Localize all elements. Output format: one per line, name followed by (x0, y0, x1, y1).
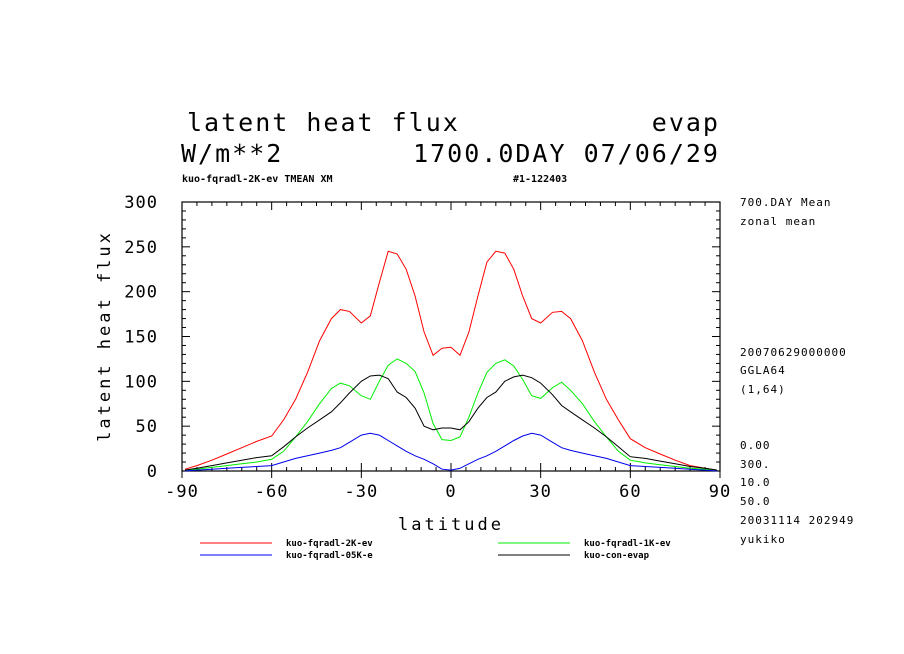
y-tick-label: 100 (124, 372, 158, 392)
side-info-zonal: zonal mean (740, 215, 816, 228)
y-tick-label: 250 (124, 238, 158, 258)
x-tick-label: 60 (619, 482, 641, 502)
series-line-2 (184, 358, 718, 471)
x-tick-label: 30 (529, 482, 551, 502)
side-info-value-2: 300. (740, 458, 771, 471)
axis-ticks (181, 201, 721, 478)
series-line-4 (184, 374, 718, 471)
legend: kuo-fqradl-2K-ev kuo-fqradl-1K-ev kuo-fqra… (200, 539, 671, 561)
chart-title: latent heat flux (187, 108, 460, 137)
y-tick-label: 200 (124, 283, 158, 303)
series-line-1 (184, 250, 718, 471)
x-tick-label: -60 (255, 482, 289, 502)
legend-label: kuo-fqradl-05K-e (286, 551, 373, 561)
legend-label: kuo-fqradl-2K-ev (286, 539, 373, 549)
date-info: 1700.0DAY 07/06/29 (413, 139, 720, 168)
x-tick-label: -30 (344, 482, 378, 502)
run-label: kuo-fqradl-2K-ev TMEAN XM (182, 174, 333, 185)
x-tick-label: 90 (709, 482, 731, 502)
series-lines (184, 250, 718, 472)
chart-title-right: evap (652, 108, 720, 137)
side-info-user: yukiko (740, 533, 786, 546)
side-info-mean: 700.DAY Mean (740, 196, 831, 209)
side-info-value-3: 10.0 (740, 476, 771, 489)
side-info-datetime: 20070629000000 (740, 346, 847, 359)
y-tick-label: 300 (124, 193, 158, 213)
units-label: W/m**2 (181, 139, 283, 168)
x-axis-label: latitude (398, 515, 504, 535)
side-info-value-1: 0.00 (740, 439, 771, 452)
run-id: #1-122403 (513, 174, 567, 185)
legend-label: kuo-con-evap (584, 551, 650, 561)
x-tick-label: 0 (445, 482, 456, 502)
y-axis-label: latent heat flux (95, 230, 115, 442)
y-tick-label: 50 (136, 417, 158, 437)
legend-label: kuo-fqradl-1K-ev (584, 539, 671, 549)
axis-tick-labels: -90 -60 -30 0 30 60 90 0 50 100 150 200 250 300 (124, 193, 731, 502)
y-tick-label: 0 (147, 462, 158, 482)
x-tick-label: -90 (165, 482, 199, 502)
side-info-grid: GGLA64 (740, 364, 786, 377)
series-line-3 (184, 432, 718, 472)
side-info-timestamp: 20031114 202949 (740, 514, 854, 527)
plot-frame (181, 201, 721, 472)
y-tick-label: 150 (124, 328, 158, 348)
side-info-value-4: 50.0 (740, 495, 771, 508)
side-info-range: (1,64) (740, 383, 786, 396)
